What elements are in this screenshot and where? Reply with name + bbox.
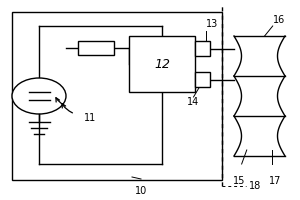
Text: 16: 16: [273, 15, 285, 25]
Text: 11: 11: [84, 113, 96, 123]
Text: 13: 13: [206, 19, 218, 29]
Bar: [78, 41, 114, 55]
Bar: [129, 36, 195, 92]
Bar: [195, 41, 210, 56]
Bar: [195, 72, 210, 87]
Text: 18: 18: [249, 181, 261, 191]
Text: 15: 15: [233, 176, 245, 186]
Text: 12: 12: [154, 58, 170, 71]
Text: 14: 14: [188, 97, 200, 107]
Bar: [12, 12, 222, 180]
Text: 10: 10: [135, 186, 147, 196]
Circle shape: [12, 78, 66, 114]
Text: 17: 17: [268, 176, 281, 186]
